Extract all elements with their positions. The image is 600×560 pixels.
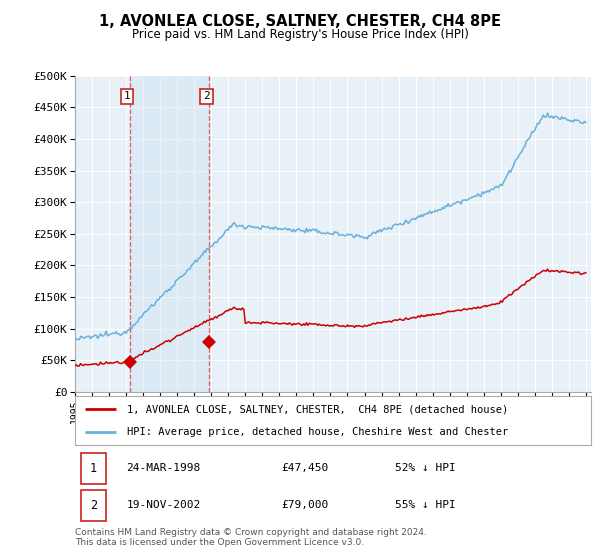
Text: 19-NOV-2002: 19-NOV-2002 bbox=[127, 500, 201, 510]
Bar bbox=[130, 76, 209, 392]
Text: 2: 2 bbox=[203, 91, 210, 101]
Text: 1: 1 bbox=[124, 91, 131, 101]
Text: 1, AVONLEA CLOSE, SALTNEY, CHESTER,  CH4 8PE (detached house): 1, AVONLEA CLOSE, SALTNEY, CHESTER, CH4 … bbox=[127, 404, 508, 414]
Text: £79,000: £79,000 bbox=[281, 500, 329, 510]
Text: £47,450: £47,450 bbox=[281, 463, 329, 473]
Text: 1, AVONLEA CLOSE, SALTNEY, CHESTER, CH4 8PE: 1, AVONLEA CLOSE, SALTNEY, CHESTER, CH4 … bbox=[99, 14, 501, 29]
FancyBboxPatch shape bbox=[81, 489, 106, 521]
Text: 55% ↓ HPI: 55% ↓ HPI bbox=[395, 500, 455, 510]
Text: 1: 1 bbox=[90, 461, 97, 475]
Text: 52% ↓ HPI: 52% ↓ HPI bbox=[395, 463, 455, 473]
Text: Price paid vs. HM Land Registry's House Price Index (HPI): Price paid vs. HM Land Registry's House … bbox=[131, 28, 469, 41]
Text: 24-MAR-1998: 24-MAR-1998 bbox=[127, 463, 201, 473]
Text: HPI: Average price, detached house, Cheshire West and Chester: HPI: Average price, detached house, Ches… bbox=[127, 427, 508, 437]
FancyBboxPatch shape bbox=[81, 452, 106, 484]
Text: Contains HM Land Registry data © Crown copyright and database right 2024.
This d: Contains HM Land Registry data © Crown c… bbox=[75, 528, 427, 547]
Text: 2: 2 bbox=[90, 498, 97, 512]
